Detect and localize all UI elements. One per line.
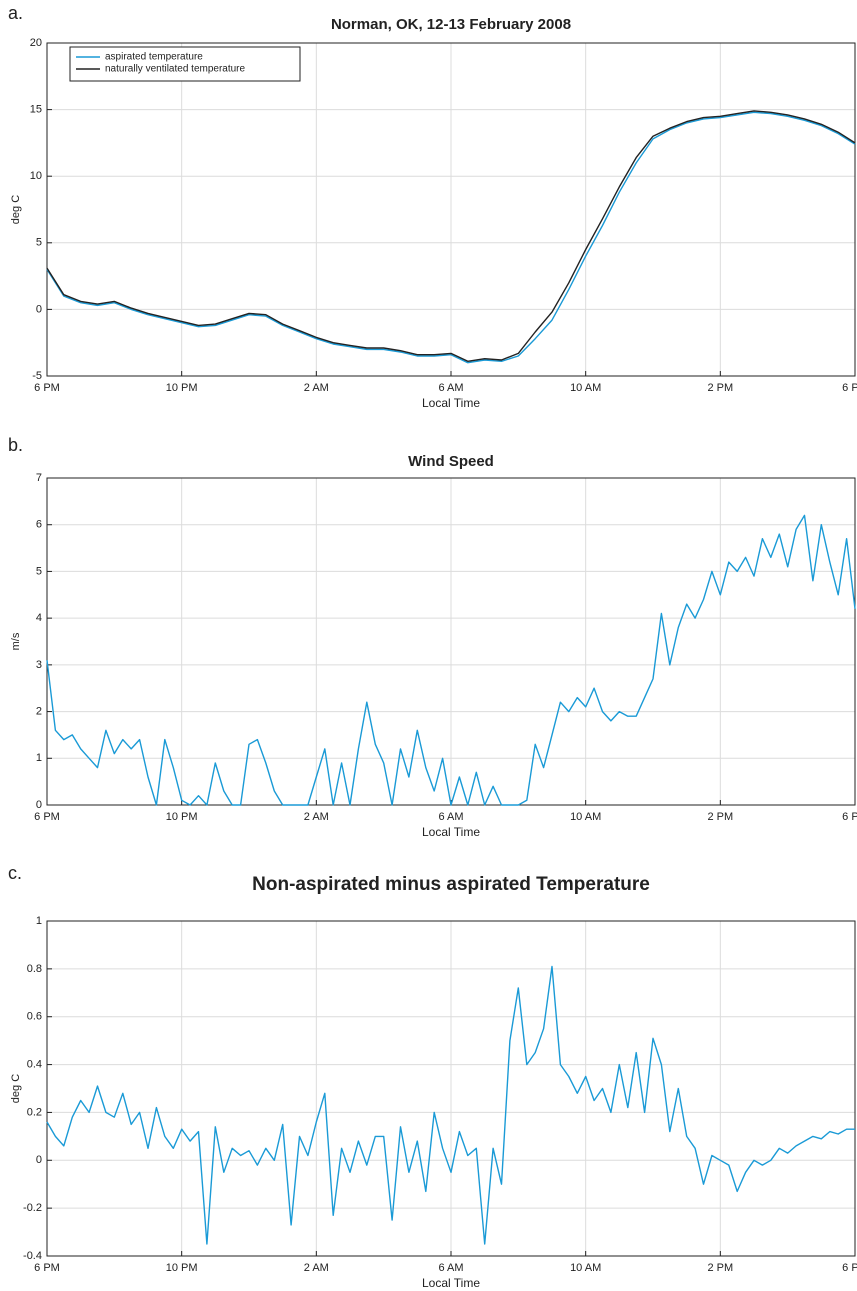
y-tick-label: -0.2 bbox=[23, 1202, 42, 1214]
legend-box bbox=[69, 46, 301, 82]
plot-frame bbox=[46, 920, 856, 1257]
x-tick-label: 10 PM bbox=[166, 382, 198, 394]
y-tick-label: 4 bbox=[36, 612, 42, 624]
x-tick-label: 10 AM bbox=[570, 1262, 601, 1274]
legend-label: naturally ventilated temperature bbox=[105, 64, 246, 75]
x-tick-label: 6 PM bbox=[842, 382, 857, 394]
y-tick-label: 20 bbox=[30, 37, 42, 49]
y-tick-label: 7 bbox=[36, 472, 42, 484]
y-tick-label: 0 bbox=[36, 799, 42, 811]
x-tick-label: 6 AM bbox=[438, 811, 463, 823]
y-tick-label: 0 bbox=[36, 1154, 42, 1166]
chart-title: Wind Speed bbox=[408, 453, 494, 470]
x-tick-label: 6 PM bbox=[34, 382, 60, 394]
data-line bbox=[46, 110, 856, 362]
x-tick-label: 6 AM bbox=[438, 1262, 463, 1274]
data-line bbox=[46, 514, 856, 806]
x-tick-label: 2 AM bbox=[304, 382, 329, 394]
x-tick-label: 6 PM bbox=[842, 811, 857, 823]
x-tick-label: 6 AM bbox=[438, 382, 463, 394]
legend-label: aspirated temperature bbox=[105, 52, 203, 63]
x-axis-label: Local Time bbox=[422, 1276, 480, 1290]
y-tick-label: 0.4 bbox=[27, 1058, 42, 1070]
y-tick-label: 5 bbox=[36, 237, 42, 249]
y-tick-label: 0.2 bbox=[27, 1106, 42, 1118]
y-tick-label: -0.4 bbox=[23, 1250, 42, 1262]
x-tick-label: 2 AM bbox=[304, 1262, 329, 1274]
x-tick-label: 2 AM bbox=[304, 811, 329, 823]
y-axis-label: deg C bbox=[10, 195, 22, 224]
panel-label: c. bbox=[8, 863, 22, 883]
x-tick-label: 2 PM bbox=[707, 811, 733, 823]
chart-title: Norman, OK, 12-13 February 2008 bbox=[331, 16, 571, 33]
y-tick-label: 2 bbox=[36, 705, 42, 717]
y-axis-label: deg C bbox=[10, 1074, 22, 1103]
y-tick-label: 0 bbox=[36, 303, 42, 315]
panel-label: a. bbox=[8, 3, 23, 23]
x-axis-label: Local Time bbox=[422, 825, 480, 839]
x-tick-label: 10 PM bbox=[166, 811, 198, 823]
x-tick-label: 10 AM bbox=[570, 382, 601, 394]
y-axis-label: m/s bbox=[10, 632, 22, 650]
x-tick-label: 10 AM bbox=[570, 811, 601, 823]
y-tick-label: 1 bbox=[36, 752, 42, 764]
panel-label: b. bbox=[8, 435, 23, 455]
y-tick-label: 3 bbox=[36, 659, 42, 671]
x-axis-label: Local Time bbox=[422, 396, 480, 410]
y-tick-label: 10 bbox=[30, 170, 42, 182]
x-tick-label: 6 PM bbox=[34, 1262, 60, 1274]
x-tick-label: 2 PM bbox=[707, 382, 733, 394]
y-tick-label: 6 bbox=[36, 519, 42, 531]
y-tick-label: 5 bbox=[36, 565, 42, 577]
data-line bbox=[46, 111, 856, 364]
x-tick-label: 6 PM bbox=[842, 1262, 857, 1274]
x-tick-label: 2 PM bbox=[707, 1262, 733, 1274]
y-tick-label: 1 bbox=[36, 915, 42, 927]
data-line bbox=[46, 965, 855, 1245]
y-tick-label: 0.6 bbox=[27, 1011, 42, 1023]
x-tick-label: 6 PM bbox=[34, 811, 60, 823]
chart-title: Non-aspirated minus aspirated Temperatur… bbox=[252, 874, 650, 895]
y-tick-label: -5 bbox=[32, 370, 42, 382]
y-tick-label: 0.8 bbox=[27, 963, 42, 975]
x-tick-label: 10 PM bbox=[166, 1262, 198, 1274]
plot-frame bbox=[46, 42, 856, 377]
y-tick-label: 15 bbox=[30, 104, 42, 116]
